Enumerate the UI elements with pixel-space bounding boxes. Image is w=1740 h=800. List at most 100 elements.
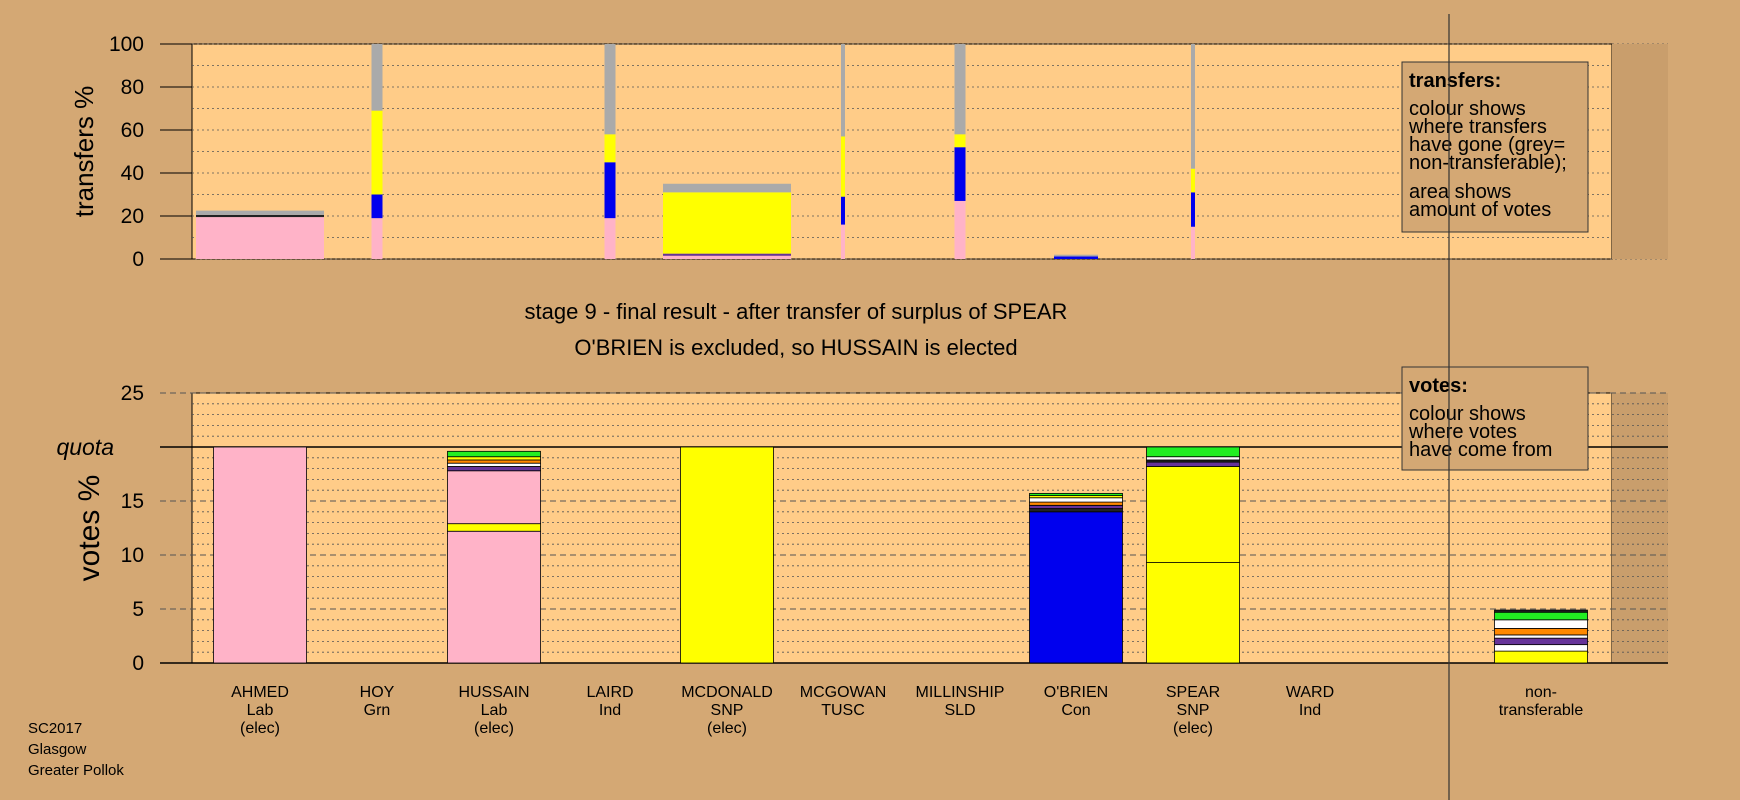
- stage-title: stage 9 - final result - after transfer …: [524, 299, 1068, 324]
- transfer-bar-segment: [371, 218, 383, 259]
- vote-bar-segment: [1494, 628, 1588, 636]
- votes-tick-label: 25: [121, 382, 144, 405]
- vote-bar-segment: [1029, 497, 1123, 503]
- stage-subtitle: O'BRIEN is excluded, so HUSSAIN is elect…: [574, 335, 1018, 360]
- transfer-bar-segment: [841, 196, 845, 225]
- transfers-y-axis-label: transfers %: [69, 86, 99, 218]
- candidate-status-label: (elec): [474, 720, 514, 737]
- vote-bar-segment: [1494, 609, 1588, 613]
- votes-legend-line: where votes: [1408, 421, 1517, 443]
- candidate-status-label: (elec): [707, 720, 747, 737]
- vote-bar-segment: [1029, 504, 1123, 509]
- vote-bar-segment: [680, 446, 774, 664]
- candidate-party-label: Con: [1061, 702, 1090, 719]
- transfer-bar-segment: [371, 194, 383, 219]
- quota-label: quota: [56, 434, 114, 460]
- candidate-name-label: HOY: [360, 684, 395, 701]
- votes-y-axis-label: votes %: [73, 475, 106, 582]
- vote-bar-segment: [1029, 493, 1123, 497]
- votes-legend-title: votes:: [1409, 375, 1468, 397]
- candidate-name-label: O'BRIEN: [1044, 684, 1108, 701]
- votes-side-shade: [1612, 393, 1668, 663]
- transfers-legend-title: transfers:: [1409, 70, 1501, 92]
- transfer-bar-segment: [954, 147, 966, 201]
- nontransferable-label-line1: non-: [1525, 684, 1557, 701]
- vote-bar-segment: [1494, 611, 1588, 621]
- vote-bar-segment: [447, 456, 541, 461]
- transfers-tick-label: 80: [121, 76, 144, 99]
- vote-bar-segment: [1146, 456, 1240, 461]
- transfers-legend-line: amount of votes: [1409, 199, 1551, 221]
- transfer-bar-segment: [196, 210, 324, 215]
- transfers-tick-label: 60: [121, 119, 144, 142]
- transfer-bar-segment: [954, 44, 966, 135]
- vote-bar-segment: [1146, 446, 1240, 458]
- candidate-name-label: HUSSAIN: [458, 684, 529, 701]
- votes-tick-label: 5: [132, 598, 144, 621]
- transfer-bar-segment: [663, 183, 791, 193]
- candidate-party-label: SNP: [1177, 702, 1210, 719]
- transfer-bar-segment: [196, 217, 324, 259]
- transfer-bar-segment: [604, 44, 616, 135]
- candidate-name-label: MILLINSHIP: [916, 684, 1005, 701]
- election-code: SC2017: [28, 720, 83, 737]
- vote-bar-segment: [1029, 511, 1123, 664]
- transfer-bar-segment: [841, 136, 845, 197]
- vote-bar-segment: [1494, 650, 1588, 664]
- transfers-tick-label: 100: [109, 33, 144, 56]
- vote-bar-segment: [1146, 466, 1240, 563]
- vote-bar-segment: [1146, 562, 1240, 664]
- transfer-bar-segment: [1191, 44, 1195, 169]
- candidate-status-label: (elec): [1173, 720, 1213, 737]
- candidate-party-label: Ind: [599, 702, 621, 719]
- transfer-bar-segment: [196, 214, 324, 218]
- transfer-bar-segment: [841, 224, 845, 259]
- vote-bar-segment: [447, 523, 541, 532]
- vote-bar-segment: [213, 446, 307, 664]
- candidate-party-label: Ind: [1299, 702, 1321, 719]
- candidate-name-label: MCGOWAN: [800, 684, 887, 701]
- transfer-bar-segment: [841, 44, 845, 137]
- candidate-name-label: MCDONALD: [681, 684, 773, 701]
- transfer-bar-segment: [663, 255, 791, 259]
- votes-legend-line: have come from: [1409, 439, 1552, 461]
- vote-bar-segment: [447, 530, 541, 664]
- candidate-party-label: SNP: [711, 702, 744, 719]
- candidate-party-label: SLD: [944, 702, 975, 719]
- vote-bar-segment: [1494, 637, 1588, 646]
- transfers-tick-label: 0: [132, 248, 144, 271]
- vote-bar-segment: [447, 459, 541, 464]
- votes-plot-area: [191, 392, 1613, 664]
- transfer-bar-segment: [1191, 226, 1195, 259]
- transfer-bar-segment: [1191, 168, 1195, 193]
- transfers-legend-line: non-transferable);: [1409, 152, 1567, 174]
- transfer-bar-segment: [1054, 256, 1098, 259]
- vote-bar-segment: [1494, 634, 1588, 639]
- vote-bar-segment: [1029, 501, 1123, 506]
- vote-bar-segment: [447, 462, 541, 467]
- candidate-party-label: Lab: [481, 702, 508, 719]
- votes-legend-line: colour shows: [1409, 403, 1526, 425]
- transfer-bar-segment: [604, 134, 616, 163]
- candidate-name-label: LAIRD: [586, 684, 633, 701]
- transfer-bar-segment: [604, 162, 616, 219]
- vote-bar-segment: [447, 470, 541, 525]
- council-name: Glasgow: [28, 741, 87, 758]
- transfers-tick-label: 20: [121, 205, 144, 228]
- transfer-bar-segment: [663, 253, 791, 256]
- transfers-legend-line: where transfers: [1408, 116, 1547, 138]
- transfers-legend-box: [1401, 61, 1589, 233]
- transfers-side-shade: [1612, 44, 1668, 259]
- vote-bar-segment: [1146, 461, 1240, 467]
- transfers-legend-line: have gone (grey=: [1409, 134, 1565, 156]
- candidate-party-label: TUSC: [821, 702, 865, 719]
- transfer-bar-segment: [1054, 254, 1098, 257]
- candidate-status-label: (elec): [240, 720, 280, 737]
- transfer-bar-segment: [604, 218, 616, 259]
- ward-name: Greater Pollok: [28, 762, 124, 779]
- votes-tick-label: 15: [121, 490, 144, 513]
- vote-bar-segment: [1029, 508, 1123, 513]
- vote-bar-segment: [447, 450, 541, 458]
- votes-legend-box: [1401, 366, 1589, 471]
